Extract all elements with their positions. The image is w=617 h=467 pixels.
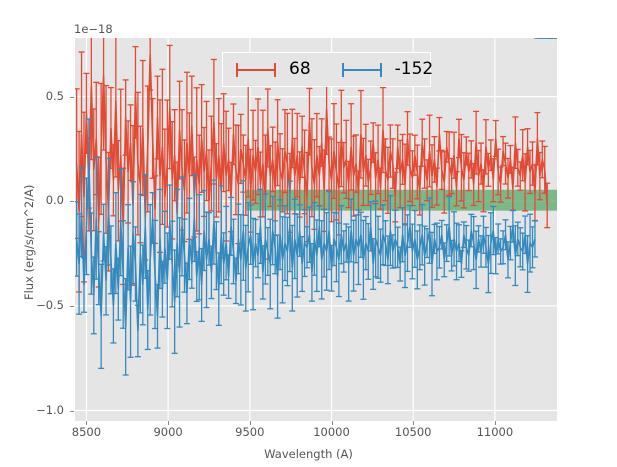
x-tickmark	[413, 421, 415, 425]
legend-label-0: 68	[289, 59, 311, 79]
legend-marker-icon-1	[341, 62, 382, 77]
y-axis-label: Flux (erg/s/cm^2/A)	[22, 184, 36, 300]
legend-marker-icon-0	[236, 62, 276, 77]
data-series-group	[75, 38, 557, 376]
y-tickmark	[70, 201, 74, 203]
plot-svg	[75, 38, 557, 421]
y-tick-label: 0.5	[45, 88, 64, 103]
x-axis-label: Wavelength (A)	[264, 447, 353, 461]
x-tick-label: 11000	[476, 425, 514, 439]
x-tick-label: 9500	[235, 425, 265, 439]
legend-entry-1[interactable]: -152	[339, 53, 434, 86]
x-tickmark	[86, 421, 88, 425]
x-tickmark	[249, 421, 251, 425]
x-tick-label: 9000	[153, 425, 183, 439]
plot-area	[75, 38, 557, 421]
x-tickmark	[331, 421, 333, 425]
y-tickmark	[70, 96, 74, 98]
y-tick-label: 0.0	[45, 193, 64, 208]
y-axis-offset-text: 1e−18	[74, 22, 113, 36]
x-tick-label: 10500	[394, 425, 432, 439]
legend[interactable]: 68 -152	[222, 52, 434, 87]
legend-entry-0[interactable]: 68	[233, 53, 311, 86]
gridlines	[75, 38, 557, 421]
y-tick-label: −1.0	[36, 402, 64, 417]
x-tick-label: 10000	[313, 425, 350, 439]
y-tick-label: −0.5	[36, 297, 64, 312]
x-tickmark	[494, 421, 496, 425]
y-tickmark	[70, 305, 74, 307]
x-tick-label: 8500	[71, 425, 102, 439]
y-tickmark	[70, 410, 74, 412]
x-tickmark	[168, 421, 170, 425]
legend-label-1: -152	[394, 59, 434, 79]
